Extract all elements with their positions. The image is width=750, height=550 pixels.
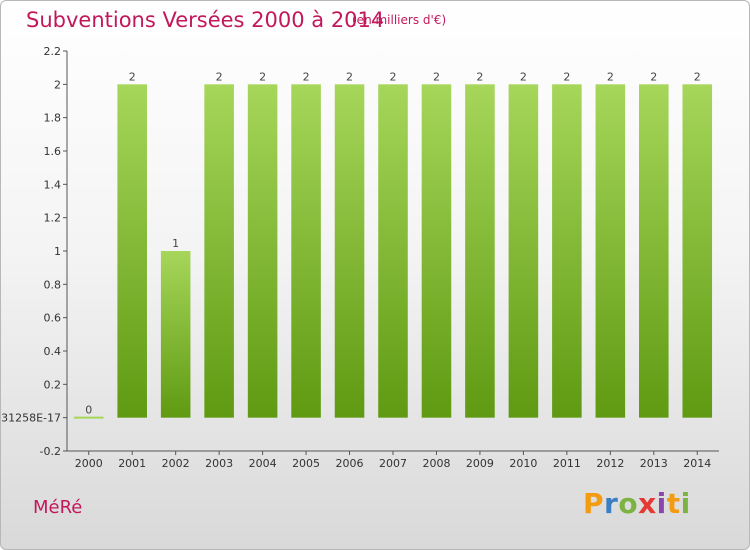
bar bbox=[334, 84, 365, 418]
y-tick-label: 1.2 bbox=[44, 212, 62, 225]
data-label: 2 bbox=[259, 70, 266, 83]
bar bbox=[508, 84, 539, 418]
bar bbox=[465, 84, 495, 418]
y-tick-label: -0.2 bbox=[40, 445, 61, 458]
x-tick-label: 2005 bbox=[292, 457, 320, 470]
bar bbox=[639, 84, 669, 418]
data-label: 2 bbox=[563, 70, 570, 83]
x-tick-label: 2009 bbox=[466, 457, 494, 470]
x-tick-label: 2000 bbox=[75, 457, 103, 470]
bar bbox=[204, 84, 234, 418]
bar bbox=[378, 84, 408, 418]
bar bbox=[160, 251, 191, 418]
y-tick-label: 0.6 bbox=[44, 312, 62, 325]
data-label: 2 bbox=[476, 70, 483, 83]
bar bbox=[682, 84, 713, 418]
y-tick-label: 1.6 bbox=[44, 145, 62, 158]
chart-subtitle: (en milliers d'€) bbox=[352, 13, 447, 27]
x-tick-label: 2011 bbox=[553, 457, 581, 470]
x-tick-label: 2006 bbox=[336, 457, 364, 470]
y-tick-label: 2 bbox=[54, 78, 61, 91]
commune-name: MéRé bbox=[33, 497, 83, 518]
x-tick-label: 2010 bbox=[509, 457, 537, 470]
bar bbox=[552, 84, 582, 418]
data-label: 2 bbox=[650, 70, 657, 83]
x-tick-label: 2013 bbox=[640, 457, 668, 470]
bar bbox=[117, 84, 147, 418]
bar bbox=[247, 84, 278, 418]
y-tick-label: 2.2 bbox=[44, 45, 62, 58]
chart-title: Subventions Versées 2000 à 2014 bbox=[26, 8, 385, 32]
proxiti-logo[interactable]: Proxiti bbox=[583, 487, 691, 520]
data-label: 2 bbox=[216, 70, 223, 83]
y-tick-label: 0.8 bbox=[44, 278, 62, 291]
data-label: 2 bbox=[520, 70, 527, 83]
x-tick-label: 2008 bbox=[422, 457, 450, 470]
y-tick-label: -5.5511151231258E-17 bbox=[1, 412, 61, 425]
data-label: 1 bbox=[172, 237, 179, 250]
y-tick-label: 1.8 bbox=[44, 112, 62, 125]
data-label: 2 bbox=[346, 70, 353, 83]
x-tick-label: 2012 bbox=[596, 457, 624, 470]
x-tick-label: 2002 bbox=[162, 457, 190, 470]
x-tick-label: 2014 bbox=[683, 457, 711, 470]
data-label: 0 bbox=[85, 404, 92, 417]
bar bbox=[291, 84, 321, 418]
y-tick-label: 1.4 bbox=[44, 178, 62, 191]
y-tick-label: 0.4 bbox=[44, 345, 62, 358]
x-tick-label: 2007 bbox=[379, 457, 407, 470]
x-tick-label: 2001 bbox=[118, 457, 146, 470]
data-label: 2 bbox=[433, 70, 440, 83]
y-tick-label: 1 bbox=[54, 245, 61, 258]
data-label: 2 bbox=[303, 70, 310, 83]
y-tick-label: 0.2 bbox=[44, 378, 62, 391]
data-label: 2 bbox=[607, 70, 614, 83]
data-label: 2 bbox=[694, 70, 701, 83]
bar bbox=[595, 84, 626, 418]
x-tick-label: 2003 bbox=[205, 457, 233, 470]
bar bbox=[421, 84, 452, 418]
data-label: 2 bbox=[129, 70, 136, 83]
data-label: 2 bbox=[390, 70, 397, 83]
x-tick-label: 2004 bbox=[249, 457, 277, 470]
